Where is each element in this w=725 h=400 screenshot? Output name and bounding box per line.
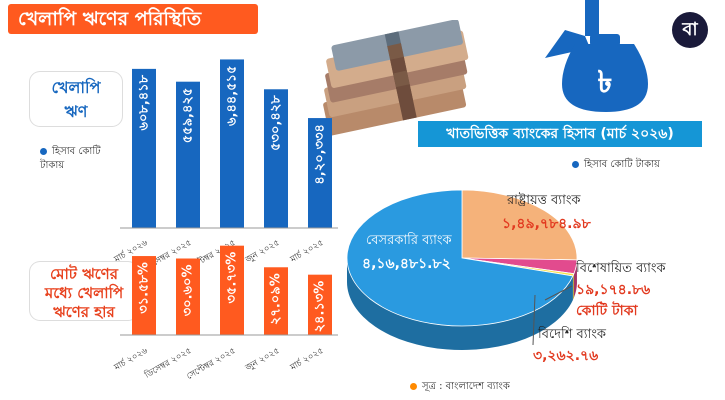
pie-slice bbox=[461, 189, 578, 261]
default-label-line2: ঋণ bbox=[64, 102, 88, 121]
default-loan-label: খেলাপি ঋণ bbox=[30, 72, 122, 126]
bar bbox=[176, 81, 200, 228]
bar bbox=[308, 274, 332, 335]
category-label: জুন ২০২৫ bbox=[243, 238, 281, 266]
pie-slice-name: বিদেশি ব্যাংক bbox=[537, 326, 607, 342]
bar-value-label: ২৭.০৯% bbox=[269, 273, 284, 325]
pie-slice-name: রাষ্ট্রায়ত্ত ব্যাংক bbox=[506, 192, 581, 208]
category-label: জুন ২০২৫ bbox=[243, 346, 281, 374]
leader-line bbox=[544, 285, 573, 301]
pie-slice-name: বিশেষায়িত ব্যাংক bbox=[575, 260, 666, 276]
pie-slice-side bbox=[572, 273, 574, 300]
bar-legend: হিসাব কোটি টাকায় bbox=[40, 145, 120, 173]
bar-value-label: ৬০৮,৪১৮ bbox=[137, 74, 152, 130]
ratio-label: মোট ঋণের মধ্যে খেলাপি ঋণের হার bbox=[30, 262, 138, 321]
bar bbox=[132, 68, 156, 228]
bar-value-label: ৫৫৯,৪২৫ bbox=[181, 88, 196, 144]
pie-slice-side bbox=[347, 258, 573, 351]
ratio-label-line1: মোট ঋণের bbox=[50, 265, 118, 283]
category-label: মার্চ ২০২৫ bbox=[288, 237, 326, 265]
pie-legend-text: হিসাব কোটি টাকায় bbox=[584, 159, 660, 170]
bar bbox=[220, 245, 244, 335]
source-text: সূত্র : বাংলাদেশ ব্যাংক bbox=[422, 381, 510, 392]
bar bbox=[264, 267, 288, 335]
pie-slice-name: বেসরকারি ব্যাংক bbox=[366, 232, 452, 248]
bar bbox=[308, 118, 332, 228]
pie-slice-value: ৩,২৬২.৭৬ bbox=[533, 348, 598, 364]
legend-dot bbox=[572, 160, 579, 168]
pie-legend: হিসাব কোটি টাকায় bbox=[572, 158, 660, 172]
bar bbox=[132, 256, 156, 335]
bar bbox=[220, 59, 244, 228]
pie-slice-value: ৪,১৬,৪৮১.৮২ bbox=[362, 256, 451, 272]
pie-slice bbox=[346, 189, 574, 327]
bar-value-label: ৩৫.৭৩% bbox=[225, 252, 240, 304]
ratio-label-line3: ঋণের হার bbox=[53, 303, 115, 321]
bar-value-label: ৪,২০,৩৩৪ bbox=[313, 124, 328, 185]
leader-line bbox=[532, 294, 536, 346]
bar-value-label: ৬,৪৪,৫১৫ bbox=[225, 65, 240, 126]
ratio-label-line2: মধ্যে খেলাপি bbox=[44, 284, 124, 302]
category-label: সেপ্টেম্বর ২০২৫ bbox=[185, 345, 238, 382]
bar bbox=[264, 89, 288, 228]
sector-banner: খাতভিত্তিক ব্যাংকের হিসাব (মার্চ ২০২৬) bbox=[418, 121, 702, 147]
bar-value-label: ২৪.১৩% bbox=[313, 281, 328, 333]
default-label-line1: খেলাপি bbox=[51, 78, 101, 97]
money-bag-illustration: ৳ bbox=[545, 0, 648, 112]
pie-slice-value: ১,৪৯,৭৮৪.৯৮ bbox=[502, 216, 592, 232]
bar-legend-text: হিসাব কোটি টাকায় bbox=[40, 146, 101, 171]
bar-value-label: ৫৩০,৪২৮ bbox=[269, 95, 284, 151]
bar-value-label: ৩০.৬০% bbox=[181, 265, 196, 317]
svg-text:৳: ৳ bbox=[598, 65, 613, 100]
pie-slice-value: ১৯,১৭৪.৮৬ bbox=[576, 282, 650, 298]
pie-slice-side bbox=[573, 259, 577, 298]
category-label: মার্চ ২০২৫ bbox=[288, 345, 326, 373]
sector-pie-chart: রাষ্ট্রায়ত্ত ব্যাংক ১,৪৯,৭৮৪.৯৮ বেসরকারি … bbox=[346, 189, 666, 364]
source-dot bbox=[410, 382, 417, 390]
publisher-logo[interactable]: বা bbox=[672, 12, 708, 48]
money-stack-illustration bbox=[323, 20, 469, 136]
bar bbox=[176, 258, 200, 335]
legend-dot bbox=[40, 147, 47, 155]
page-title: খেলাপি ঋণের পরিস্থিতি bbox=[8, 4, 258, 34]
pie-unit-label: কোটি টাকা bbox=[576, 301, 639, 319]
source-note: সূত্র : বাংলাদেশ ব্যাংক bbox=[410, 380, 510, 394]
category-label: মার্চ ২০২৬ bbox=[111, 345, 149, 373]
bar-value-label: ৩১.৫৮% bbox=[137, 262, 152, 314]
